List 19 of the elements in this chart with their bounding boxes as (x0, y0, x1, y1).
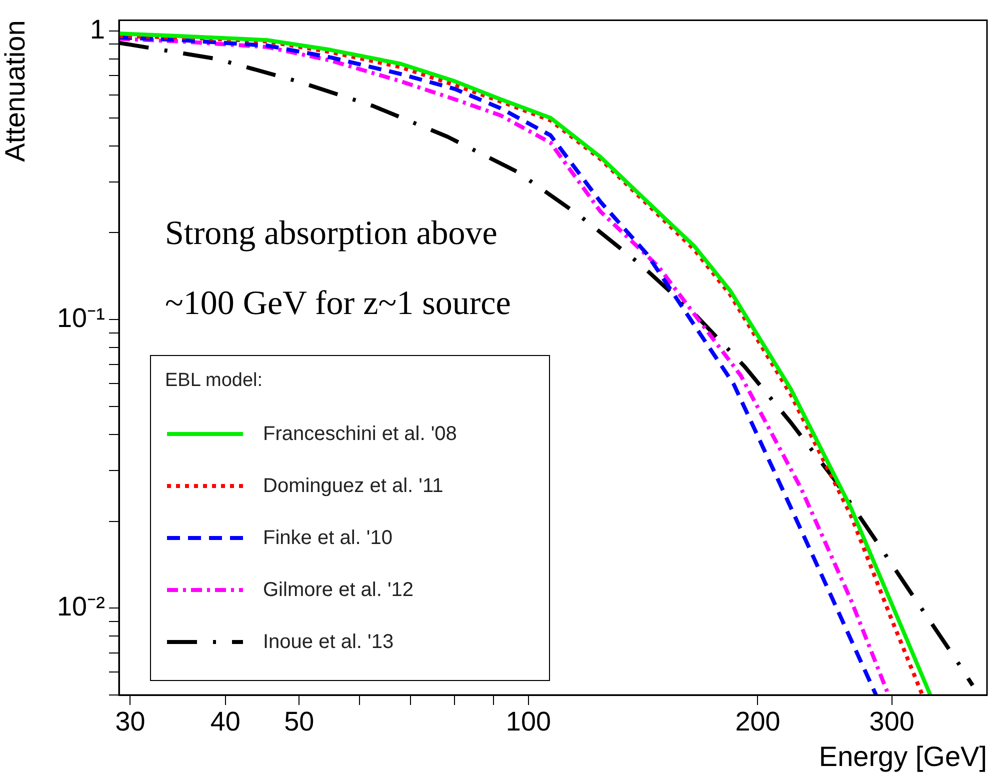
legend-label: Franceschini et al. '08 (263, 422, 457, 446)
y-tick-label: 10⁻¹ (56, 303, 105, 334)
y-tick-label: 1 (90, 14, 105, 44)
y-tick-label: 10⁻² (56, 592, 105, 622)
y-axis-title: Attenuation (0, 20, 31, 162)
x-tick-label: 50 (284, 706, 314, 737)
x-tick-label: 40 (210, 706, 240, 737)
x-tick-label: 200 (735, 706, 780, 737)
annotation: ~100 GeV for z~1 source (165, 285, 511, 323)
x-tick-label: 300 (869, 706, 914, 737)
x-axis-title: Energy [GeV] (818, 740, 987, 772)
x-tick-label: 30 (115, 706, 146, 737)
legend-label: Finke et al. '10 (263, 526, 392, 550)
legend-label: Gilmore et al. '12 (263, 578, 414, 602)
legend-label: Inoue et al. '13 (263, 630, 394, 654)
legend-label: Dominguez et al. '11 (263, 474, 444, 498)
legend-title: EBL model: (165, 370, 264, 392)
annotation: Strong absorption above (165, 215, 498, 253)
x-tick-label: 100 (506, 706, 551, 737)
